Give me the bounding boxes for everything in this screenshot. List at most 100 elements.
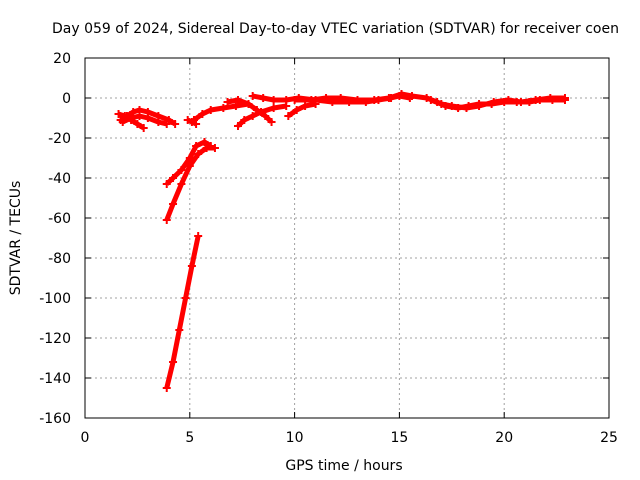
data-point-marker [336, 94, 345, 102]
y-axis-label: SDTVAR / TECUs [8, 181, 24, 296]
data-point-marker [301, 102, 310, 110]
data-point-marker [143, 114, 152, 122]
x-axis-label: GPS time / hours [285, 458, 402, 474]
data-point-marker [234, 122, 243, 130]
data-point-marker [169, 200, 178, 208]
data-point-marker [397, 90, 406, 98]
data-point-marker [169, 358, 178, 366]
data-point-marker [114, 110, 123, 118]
data-point-marker [259, 94, 268, 102]
data-point-marker [282, 96, 291, 104]
data-point-marker [447, 102, 456, 110]
data-point-marker [192, 142, 201, 150]
tick-layer: 0 5 10 15 20 25 20 0 -20 -40 -60 -80 -100 -120 -140 -16… [39, 51, 618, 446]
x-tick-label: 0 [81, 430, 90, 446]
data-point-marker [133, 120, 142, 128]
data-point-marker [127, 114, 136, 122]
data-point-marker [240, 116, 249, 124]
data-point-marker [248, 112, 257, 120]
data-point-marker [475, 102, 484, 110]
data-point-marker [531, 96, 540, 104]
y-tick-label: -120 [39, 331, 71, 347]
x-tick-label: 25 [600, 430, 618, 446]
data-point-marker [171, 120, 180, 128]
data-point-marker [234, 96, 243, 104]
data-point-marker [269, 96, 278, 104]
y-tick-label: -60 [48, 211, 71, 227]
data-point-marker [269, 104, 278, 112]
data-point-marker [284, 112, 293, 120]
data-point-marker [135, 112, 144, 120]
data-point-marker [546, 94, 555, 102]
data-point-marker [162, 384, 171, 392]
x-tick-label: 15 [390, 430, 408, 446]
data-point-marker [200, 138, 209, 146]
data-point-marker [139, 124, 148, 132]
data-point-marker [118, 118, 127, 126]
data-point-marker [154, 118, 163, 126]
data-point-marker [292, 106, 301, 114]
data-point-marker [202, 144, 211, 152]
data-point-marker [187, 262, 196, 270]
data-point-marker [219, 104, 228, 112]
data-point-marker [185, 162, 194, 170]
data-point-marker [384, 94, 393, 102]
data-point-marker [560, 94, 569, 102]
data-point-marker [370, 96, 379, 104]
data-point-marker [353, 96, 362, 104]
x-tick-label: 10 [286, 430, 304, 446]
data-point-marker [426, 96, 435, 104]
y-tick-label: -40 [48, 171, 71, 187]
data-point-marker [248, 92, 257, 100]
data-point-marker [290, 96, 299, 104]
series-arc-13 [162, 144, 219, 224]
series-arc-11 [426, 94, 569, 112]
y-tick-label: -160 [39, 411, 71, 427]
data-point-marker [177, 180, 186, 188]
data-point-marker [210, 144, 219, 152]
data-point-marker [267, 118, 276, 126]
y-tick-label: -20 [48, 131, 71, 147]
data-point-marker [307, 96, 316, 104]
data-point-marker [169, 174, 178, 182]
data-point-marker [257, 108, 266, 116]
y-tick-label: 0 [62, 91, 71, 107]
series-arc-3 [118, 112, 171, 128]
x-tick-label: 5 [185, 430, 194, 446]
data-point-marker [129, 108, 138, 116]
data-point-marker [175, 326, 184, 334]
grid-layer [85, 58, 609, 418]
x-tick-label: 20 [495, 430, 513, 446]
data-point-marker [489, 98, 498, 106]
plot-frame [84, 57, 610, 419]
series-arc-14 [162, 232, 203, 392]
y-tick-label: -100 [39, 291, 71, 307]
series-layer [114, 90, 569, 392]
data-point-marker [162, 120, 171, 128]
y-tick-label: -80 [48, 251, 71, 267]
data-point-marker [504, 96, 513, 104]
data-point-marker [206, 106, 215, 114]
data-point-marker [407, 92, 416, 100]
series-line [164, 235, 201, 389]
data-point-marker [181, 294, 190, 302]
series-arc-8 [284, 100, 320, 120]
series-line [286, 101, 317, 119]
data-point-marker [198, 110, 207, 118]
data-point-marker [261, 112, 270, 120]
data-point-marker [194, 232, 203, 240]
data-point-marker [223, 98, 232, 106]
data-point-marker [437, 100, 446, 108]
series-arc-2 [116, 106, 180, 128]
data-point-marker [516, 98, 525, 106]
data-point-marker [462, 104, 471, 112]
data-point-marker [422, 94, 431, 102]
data-point-marker [162, 180, 171, 188]
data-point-marker [177, 166, 186, 174]
y-tick-label: 20 [53, 51, 71, 67]
data-point-marker [194, 150, 203, 158]
data-point-marker [189, 116, 198, 124]
y-tick-label: -140 [39, 371, 71, 387]
chart-title: Day 059 of 2024, Sidereal Day-to-day VTE… [52, 21, 619, 37]
data-point-marker [162, 216, 171, 224]
